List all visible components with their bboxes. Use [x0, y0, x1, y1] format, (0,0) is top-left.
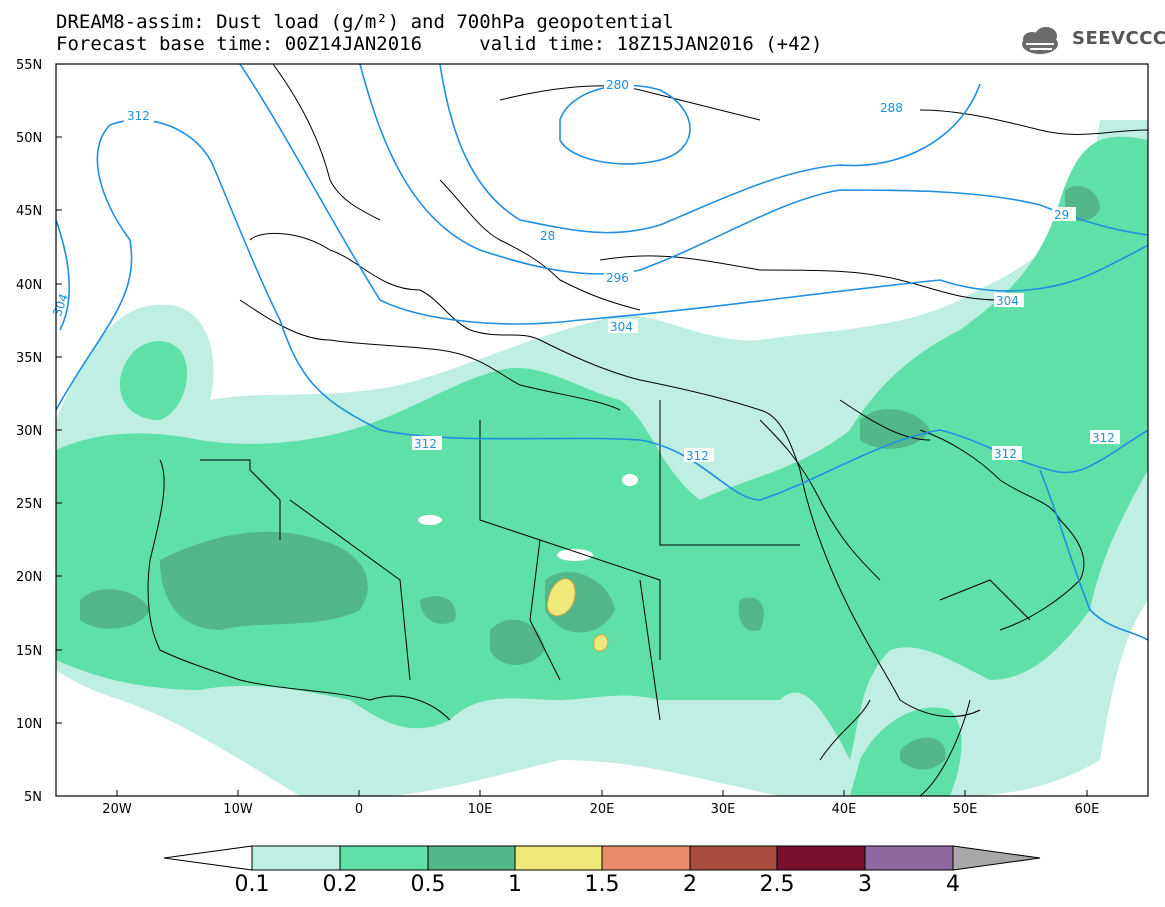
lat-label: 45N — [16, 204, 42, 219]
logo-text: SEEVCCC — [1072, 28, 1165, 49]
lat-label: 50N — [16, 131, 42, 146]
colorbar-swatch — [864, 845, 954, 871]
colorbar-label: 1.5 — [584, 872, 620, 897]
contour-label: 312 — [994, 447, 1017, 461]
lon-label: 20W — [102, 802, 132, 817]
contour-label: 312 — [127, 109, 150, 123]
contour-label: 28 — [540, 229, 555, 243]
lon-label: 60E — [1075, 802, 1100, 817]
contour-label: 312 — [414, 437, 437, 451]
colorbar-label: 3 — [858, 872, 872, 897]
contour-312-east — [1039, 469, 1148, 641]
colorbar-swatch — [339, 845, 429, 871]
latitude-labels: 55N 50N 45N 40N 35N 30N 25N 20N 15N 10N … — [16, 58, 42, 805]
colorbar-left-arrow — [163, 845, 253, 871]
contour-label: 296 — [606, 271, 629, 285]
contour-label: 304 — [50, 292, 71, 318]
lat-label: 35N — [16, 351, 42, 366]
lon-label: 50E — [953, 802, 978, 817]
contour-280 — [559, 84, 691, 165]
colorbar-label: 1 — [508, 872, 522, 897]
lon-label: 40E — [832, 802, 857, 817]
dust-yellow-regions — [546, 578, 609, 652]
contour-288 — [439, 64, 981, 234]
colorbar-label: 0.2 — [322, 872, 358, 897]
axis-ticks — [56, 63, 1088, 796]
contour-label: 29 — [1054, 208, 1069, 222]
lat-label: 5N — [24, 790, 42, 805]
contour-304 — [239, 64, 1148, 325]
contour-label: 280 — [606, 78, 629, 92]
lat-label: 20N — [16, 570, 42, 585]
lon-label: 10E — [468, 802, 493, 817]
lat-label: 25N — [16, 497, 42, 512]
cloud-icon — [1022, 27, 1058, 54]
colorbar-label: 4 — [946, 872, 960, 897]
colorbar-label: 2 — [683, 872, 697, 897]
map-title-line2: Forecast base time: 00Z14JAN2016 valid t… — [56, 33, 823, 55]
contour-304-west — [56, 219, 70, 331]
colorbar-label: 2.5 — [759, 872, 795, 897]
contour-label: 312 — [1092, 431, 1115, 445]
lat-label: 15N — [16, 644, 42, 659]
contour-296 — [359, 64, 1148, 275]
colorbar-swatch — [601, 845, 691, 871]
lat-label: 30N — [16, 424, 42, 439]
contour-label: 288 — [880, 101, 903, 115]
contour-label: 304 — [996, 294, 1019, 308]
contour-312-west — [56, 119, 1148, 501]
lon-label: 0 — [355, 802, 363, 817]
colorbar-swatch — [689, 845, 778, 871]
coastlines-and-borders — [147, 64, 1148, 796]
colorbar — [163, 845, 1041, 871]
contour-label: 312 — [686, 449, 709, 463]
dust-mid-blob-atlantic — [119, 341, 188, 420]
colorbar-swatch — [776, 845, 866, 871]
colorbar-swatch — [427, 845, 516, 871]
colorbar-swatch — [251, 845, 341, 871]
lon-label: 10W — [223, 802, 253, 817]
colorbar-label: 0.1 — [234, 872, 270, 897]
map-title-line1: DREAM8-assim: Dust load (g/m²) and 700hP… — [56, 11, 674, 33]
lat-label: 55N — [16, 58, 42, 73]
lon-label: 30E — [711, 802, 736, 817]
lon-label: 20E — [590, 802, 615, 817]
longitude-labels: 20W 10W 0 10E 20E 30E 40E 50E 60E — [102, 802, 1099, 817]
geopotential-contours — [56, 64, 1148, 641]
colorbar-label: 0.5 — [410, 872, 446, 897]
colorbar-swatch — [514, 845, 603, 871]
colorbar-right-arrow — [952, 845, 1041, 871]
seevccc-logo — [1022, 27, 1058, 54]
lat-label: 10N — [16, 717, 42, 732]
dust-load-field — [56, 120, 1148, 796]
contour-label: 304 — [610, 320, 633, 334]
dust-mid-region — [56, 136, 1148, 760]
dust-free-patches — [418, 474, 638, 561]
lat-label: 40N — [16, 278, 42, 293]
